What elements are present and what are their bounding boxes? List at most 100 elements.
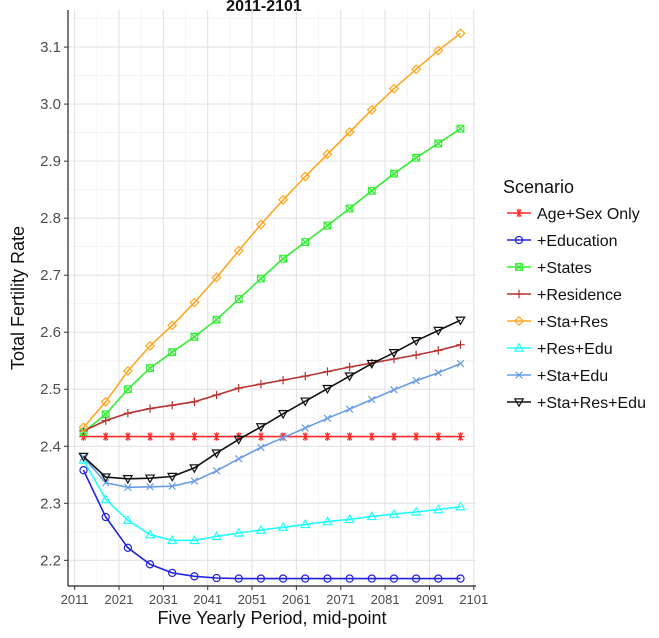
legend-item: +Residence xyxy=(507,287,622,304)
x-tick-label: 2021 xyxy=(105,592,134,607)
data-point xyxy=(145,432,155,441)
data-point xyxy=(410,506,422,516)
data-point xyxy=(190,332,199,341)
data-point xyxy=(146,482,154,491)
data-point xyxy=(434,574,443,583)
x-tick-label: 2081 xyxy=(371,592,400,607)
data-point xyxy=(389,169,398,178)
data-point xyxy=(234,455,243,463)
series-sta-res xyxy=(78,28,466,433)
data-point xyxy=(515,371,523,379)
data-point xyxy=(123,543,133,552)
data-point xyxy=(79,466,88,475)
data-point xyxy=(434,432,443,441)
x-axis-label: Five Yearly Period, mid-point xyxy=(157,608,386,628)
data-point xyxy=(301,432,310,441)
series-layer xyxy=(78,28,466,583)
data-point xyxy=(388,348,400,359)
legend-item: +States xyxy=(507,260,592,277)
legend-label: +Sta+Edu xyxy=(537,368,608,385)
data-point xyxy=(212,315,221,324)
data-point xyxy=(367,432,376,441)
data-point xyxy=(513,342,525,352)
data-point xyxy=(322,516,333,526)
data-point xyxy=(279,254,288,263)
data-point xyxy=(514,208,524,218)
data-point xyxy=(412,153,421,162)
data-point xyxy=(366,104,377,115)
data-point xyxy=(78,452,89,462)
series-sta-edu xyxy=(79,359,465,492)
data-point xyxy=(434,139,443,148)
data-point xyxy=(322,149,333,160)
x-tick-label: 2041 xyxy=(193,592,222,607)
data-point xyxy=(211,449,222,459)
data-point xyxy=(166,534,178,545)
data-point xyxy=(513,398,525,408)
data-point xyxy=(167,320,178,331)
data-point xyxy=(300,171,311,182)
data-point xyxy=(301,574,310,583)
legend-title: Scenario xyxy=(503,177,574,197)
data-point xyxy=(367,395,376,404)
data-point xyxy=(190,432,199,441)
data-point xyxy=(411,432,421,441)
data-point xyxy=(145,560,155,569)
data-point xyxy=(388,508,400,518)
y-tick-label: 2.9 xyxy=(40,153,61,170)
data-point xyxy=(168,432,177,441)
data-point xyxy=(323,574,332,583)
legend-label: +Education xyxy=(537,233,618,250)
data-point xyxy=(233,245,244,256)
data-point xyxy=(277,410,289,420)
legend-item: +Sta+Edu xyxy=(507,368,608,385)
y-axis-label: Total Fertility Rate xyxy=(8,226,28,370)
data-point xyxy=(255,423,267,433)
y-tick-label: 2.3 xyxy=(40,495,61,512)
data-point xyxy=(322,384,333,395)
data-point xyxy=(301,238,310,247)
data-point xyxy=(411,574,421,583)
series-line xyxy=(82,459,461,542)
data-point xyxy=(122,365,133,377)
data-point xyxy=(389,574,399,583)
data-point xyxy=(345,405,354,413)
legend-label: +Res+Edu xyxy=(537,341,613,358)
data-point xyxy=(456,574,465,583)
data-point xyxy=(434,368,443,377)
data-point xyxy=(189,534,200,545)
data-point xyxy=(101,512,110,522)
legend-item: +Res+Edu xyxy=(507,341,613,358)
data-point xyxy=(301,424,310,432)
data-point xyxy=(255,524,267,534)
axes: 2.2 2.3 2.4 2.5 2.6 2.7 2.8 2.9 3.0 3.1 2011 2021 20… xyxy=(40,10,488,607)
x-tick-label: 2091 xyxy=(415,592,444,607)
data-point xyxy=(411,64,422,75)
data-point xyxy=(189,297,200,308)
x-tick-label: 2051 xyxy=(238,592,267,607)
data-point xyxy=(301,371,310,381)
data-point xyxy=(456,124,465,133)
data-point xyxy=(389,432,399,441)
data-point xyxy=(344,126,355,138)
data-point xyxy=(256,379,266,389)
data-point xyxy=(390,386,398,394)
data-point xyxy=(234,295,243,304)
y-tick-label: 2.8 xyxy=(40,210,61,227)
data-point xyxy=(456,432,465,441)
legend-label: +Sta+Res+Edu xyxy=(537,395,646,412)
series-line xyxy=(82,32,461,429)
legend-label: Age+Sex Only xyxy=(537,206,640,223)
series-sta-res-edu xyxy=(78,316,466,485)
data-point xyxy=(367,186,376,195)
data-point xyxy=(455,501,466,511)
data-point xyxy=(456,340,465,349)
x-tick-label: 2011 xyxy=(61,592,89,607)
data-point xyxy=(190,397,199,406)
y-tick-label: 2.7 xyxy=(40,267,61,284)
legend-item: +Sta+Res xyxy=(507,314,608,331)
series-education xyxy=(79,466,465,583)
data-point xyxy=(168,568,177,578)
data-point xyxy=(144,529,156,539)
